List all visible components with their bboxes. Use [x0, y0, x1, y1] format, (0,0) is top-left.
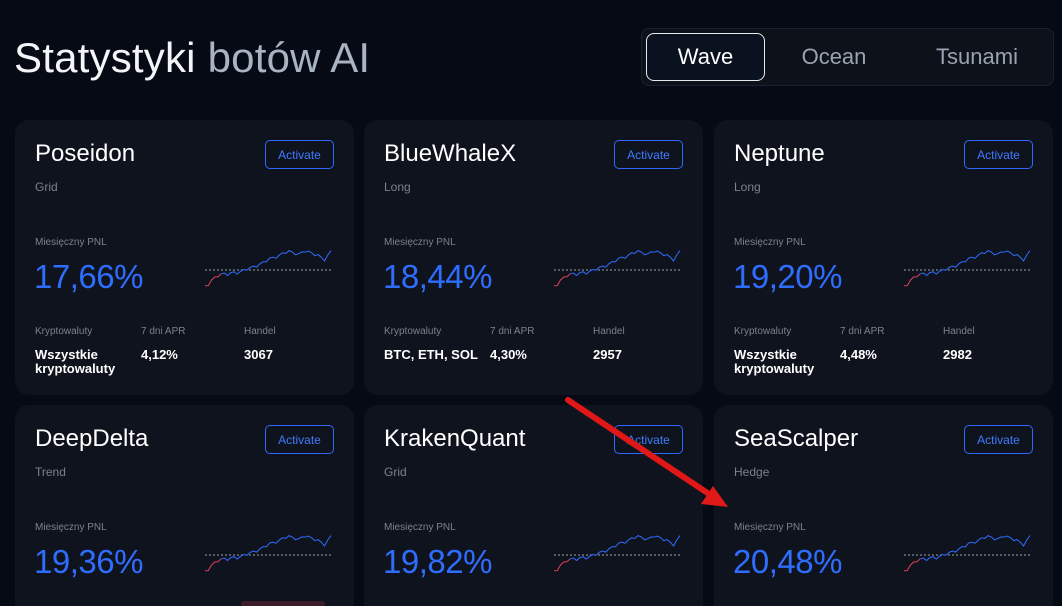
pnl-sparkline	[553, 535, 682, 572]
monthly-pnl-value: 19,36%	[34, 543, 143, 580]
apr-value: 4,12%	[141, 347, 178, 362]
pnl-sparkline	[553, 250, 682, 287]
page-title-part1: Statystyki	[14, 34, 196, 81]
trades-label: Handel	[943, 326, 975, 337]
bot-card-krakenquant: KrakenQuant Grid Activate Miesięczny PNL…	[364, 405, 703, 606]
crypto-value: Wszystkie kryptowaluty	[734, 347, 815, 376]
sparkline-loss-segment	[553, 558, 571, 572]
bot-card-poseidon: Poseidon Grid Activate Miesięczny PNL 17…	[15, 120, 354, 395]
bot-type: Grid	[35, 180, 58, 194]
sparkline-gain-segment	[920, 250, 1031, 277]
sparkline-gain-segment	[570, 535, 681, 562]
activate-button[interactable]: Activate	[964, 425, 1033, 454]
bot-card-seascalper: SeaScalper Hedge Activate Miesięczny PNL…	[714, 405, 1053, 606]
bot-name: DeepDelta	[35, 425, 149, 452]
bot-card-neptune: Neptune Long Activate Miesięczny PNL 19,…	[714, 120, 1053, 395]
page-title-part2: botów AI	[207, 34, 371, 81]
monthly-pnl-label: Miesięczny PNL	[384, 522, 456, 533]
plan-tabs: Wave Ocean Tsunami	[641, 28, 1054, 86]
pnl-sparkline	[903, 535, 1032, 572]
trades-label: Handel	[244, 326, 276, 337]
trades-value: 3067	[244, 347, 273, 362]
partial-element	[241, 601, 325, 606]
bot-name: KrakenQuant	[384, 425, 526, 452]
monthly-pnl-value: 18,44%	[383, 258, 492, 295]
trades-label: Handel	[593, 326, 625, 337]
apr-label: 7 dni APR	[490, 326, 535, 337]
crypto-label: Kryptowaluty	[35, 326, 93, 337]
sparkline-gain-segment	[570, 250, 681, 277]
tab-ocean[interactable]: Ocean	[801, 44, 867, 69]
bot-type: Trend	[35, 465, 66, 479]
monthly-pnl-label: Miesięczny PNL	[384, 237, 456, 248]
trades-value: 2957	[593, 347, 622, 362]
apr-label: 7 dni APR	[840, 326, 885, 337]
bot-name: Poseidon	[35, 140, 136, 167]
sparkline-gain-segment	[920, 535, 1031, 562]
apr-value: 4,48%	[840, 347, 877, 362]
apr-value: 4,30%	[490, 347, 527, 362]
bot-card-bluewhalex: BlueWhaleX Long Activate Miesięczny PNL …	[364, 120, 703, 395]
tab-wave[interactable]: Wave	[646, 33, 765, 81]
sparkline-loss-segment	[204, 558, 222, 572]
sparkline-loss-segment	[903, 273, 921, 287]
activate-button[interactable]: Activate	[614, 425, 683, 454]
sparkline-gain-segment	[221, 250, 332, 277]
monthly-pnl-value: 17,66%	[34, 258, 143, 295]
pnl-sparkline	[903, 250, 1032, 287]
pnl-sparkline	[204, 535, 333, 572]
crypto-value: BTC, ETH, SOL	[384, 347, 478, 362]
trades-value: 2982	[943, 347, 972, 362]
sparkline-loss-segment	[553, 273, 571, 287]
crypto-label: Kryptowaluty	[734, 326, 792, 337]
activate-button[interactable]: Activate	[265, 425, 334, 454]
monthly-pnl-label: Miesięczny PNL	[35, 237, 107, 248]
sparkline-loss-segment	[204, 273, 222, 287]
monthly-pnl-label: Miesięczny PNL	[35, 522, 107, 533]
tab-tsunami[interactable]: Tsunami	[936, 44, 1018, 69]
activate-button[interactable]: Activate	[265, 140, 334, 169]
sparkline-loss-segment	[903, 558, 921, 572]
crypto-value: Wszystkie kryptowaluty	[35, 347, 116, 376]
monthly-pnl-label: Miesięczny PNL	[734, 522, 806, 533]
pnl-sparkline	[204, 250, 333, 287]
bot-name: Neptune	[734, 140, 825, 167]
bot-name: SeaScalper	[734, 425, 859, 452]
bot-card-deepdelta: DeepDelta Trend Activate Miesięczny PNL …	[15, 405, 354, 606]
page-title: Statystyki botów AI	[14, 34, 370, 82]
bot-type: Grid	[384, 465, 407, 479]
sparkline-gain-segment	[221, 535, 332, 562]
activate-button[interactable]: Activate	[614, 140, 683, 169]
bot-name: BlueWhaleX	[384, 140, 517, 167]
bot-type: Long	[384, 180, 411, 194]
bot-type: Hedge	[734, 465, 770, 479]
bot-type: Long	[734, 180, 761, 194]
monthly-pnl-value: 19,20%	[733, 258, 842, 295]
activate-button[interactable]: Activate	[964, 140, 1033, 169]
monthly-pnl-value: 20,48%	[733, 543, 842, 580]
apr-label: 7 dni APR	[141, 326, 186, 337]
monthly-pnl-label: Miesięczny PNL	[734, 237, 806, 248]
crypto-label: Kryptowaluty	[384, 326, 442, 337]
monthly-pnl-value: 19,82%	[383, 543, 492, 580]
